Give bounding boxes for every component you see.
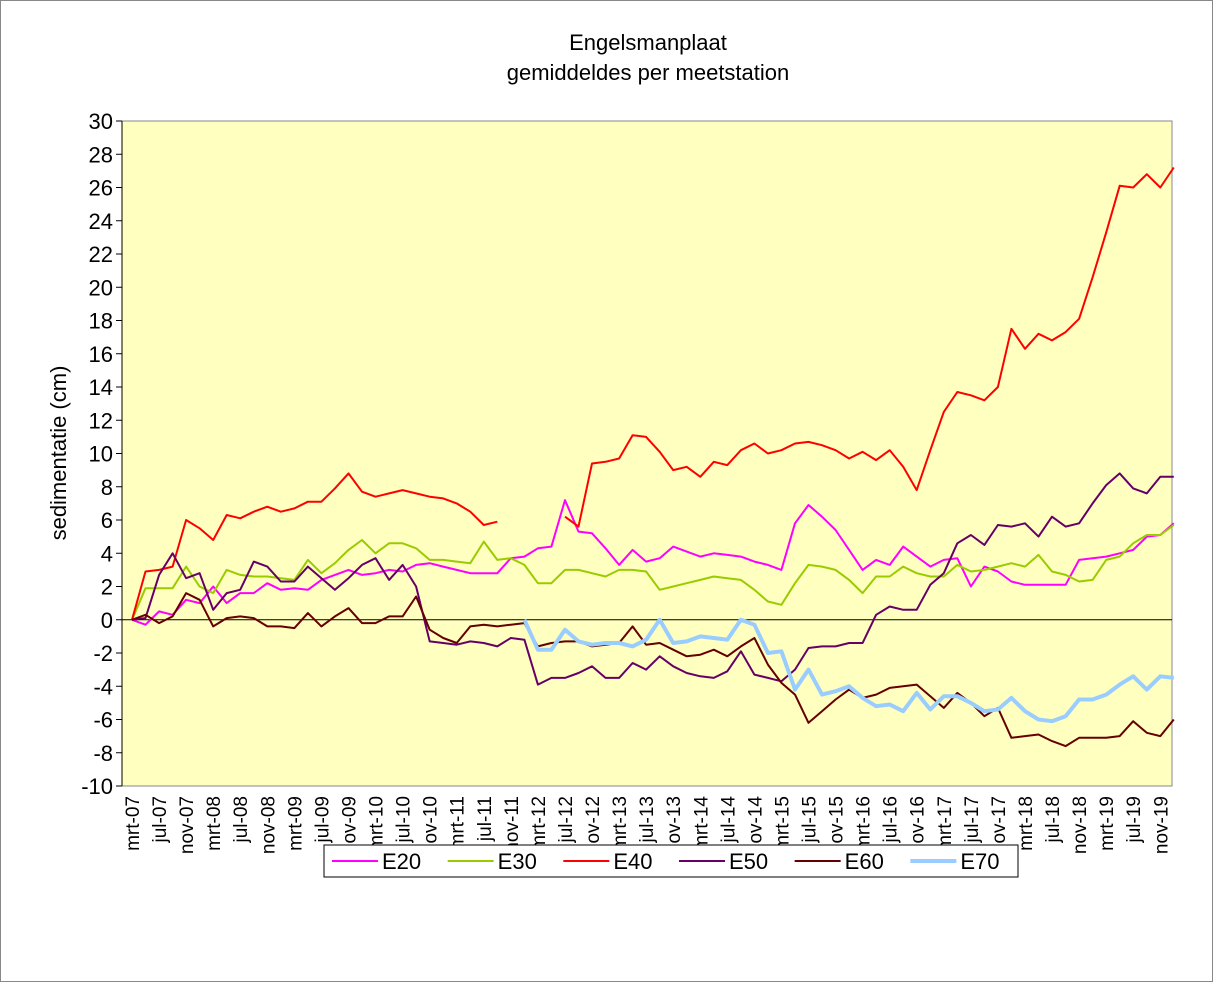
legend-label: E70: [960, 849, 999, 874]
x-tick-label: jul-16: [881, 796, 902, 843]
legend-label: E20: [382, 849, 421, 874]
plot-area: [121, 120, 1173, 787]
y-tick-label: 12: [89, 408, 113, 433]
x-tick-label: mrt-08: [204, 796, 225, 851]
legend-box: [323, 844, 1019, 878]
x-tick-label: nov-18: [1070, 796, 1091, 854]
series-line: [131, 499, 1175, 626]
y-tick-label: 28: [89, 142, 113, 167]
x-tick-label: nov-10: [421, 796, 442, 854]
y-tick-label: 4: [101, 541, 113, 566]
x-tick-label: mrt-10: [367, 796, 388, 851]
y-tick-label: 30: [89, 109, 113, 134]
y-tick-label: 24: [89, 209, 113, 234]
series-line: [522, 617, 1175, 724]
x-tick-label: nov-13: [664, 796, 685, 854]
x-tick-label: mrt-18: [1016, 796, 1037, 851]
y-tick-label: -6: [93, 708, 113, 733]
series-line: [131, 592, 1175, 748]
y-tick-label: 26: [89, 176, 113, 201]
y-tick-label: 18: [89, 309, 113, 334]
x-tick-label: mrt-13: [610, 796, 631, 851]
y-axis-label: sedimentatie (cm): [46, 366, 71, 541]
legend-label: E30: [498, 849, 537, 874]
x-tick-label: jul-14: [718, 796, 739, 844]
y-tick-label: -10: [81, 774, 113, 799]
y-tick-label: -2: [93, 641, 113, 666]
x-tick-label: mrt-19: [1097, 796, 1118, 851]
x-tick-label: jul-17: [962, 796, 983, 843]
x-tick-label: nov-09: [339, 796, 360, 854]
chart-subtitle: gemiddeldes per meetstation: [507, 60, 790, 85]
y-tick-label: 6: [101, 508, 113, 533]
x-tick-label: mrt-07: [123, 796, 144, 851]
y-tick-label: -4: [93, 674, 113, 699]
y-tick-label: 10: [89, 442, 113, 467]
x-tick-label: nov-07: [177, 796, 198, 854]
series-line: [131, 524, 1175, 621]
x-tick-label: jul-07: [150, 796, 171, 843]
x-tick-label: nov-14: [745, 796, 766, 855]
x-tick-label: nov-11: [502, 796, 523, 853]
y-tick-label: 8: [101, 475, 113, 500]
x-tick-label: jul-15: [800, 796, 821, 843]
x-tick-label: nov-08: [258, 796, 279, 854]
legend-label: E60: [845, 849, 884, 874]
y-tick-label: 20: [89, 275, 113, 300]
x-tick-label: mrt-17: [935, 796, 956, 851]
y-tick-label: 0: [101, 608, 113, 633]
legend-label: E40: [613, 849, 652, 874]
x-tick-label: nov-16: [908, 796, 929, 854]
series-line: [131, 472, 498, 621]
series-line: [564, 166, 1175, 528]
x-tick-label: mrt-16: [854, 796, 875, 851]
x-tick-label: mrt-14: [691, 796, 712, 851]
x-tick-label: nov-17: [989, 796, 1010, 854]
x-tick-label: mrt-12: [529, 796, 550, 851]
y-tick-label: 14: [89, 375, 113, 400]
x-tick-label: jul-12: [556, 796, 577, 843]
y-tick-label: -8: [93, 741, 113, 766]
x-tick-label: nov-19: [1151, 796, 1172, 854]
x-tick-label: mrt-15: [772, 796, 793, 851]
x-tick-label: jul-18: [1043, 796, 1064, 843]
x-tick-label: jul-10: [394, 796, 415, 843]
y-tick-label: 2: [101, 575, 113, 600]
y-tick-label: 16: [89, 342, 113, 367]
x-tick-label: jul-08: [231, 796, 252, 843]
x-tick-label: nov-12: [583, 796, 604, 854]
x-tick-label: jul-19: [1124, 796, 1145, 843]
series-line: [131, 472, 1174, 686]
y-tick-label: 22: [89, 242, 113, 267]
x-tick-label: mrt-09: [285, 796, 306, 851]
x-tick-label: nov-15: [827, 796, 848, 854]
chart-title: Engelsmanplaat: [569, 30, 727, 55]
x-tick-label: jul-09: [312, 796, 333, 843]
legend-label: E50: [729, 849, 768, 874]
x-tick-label: jul-13: [637, 796, 658, 843]
x-tick-label: jul-11: [475, 796, 496, 842]
x-tick-label: mrt-11: [448, 796, 469, 849]
